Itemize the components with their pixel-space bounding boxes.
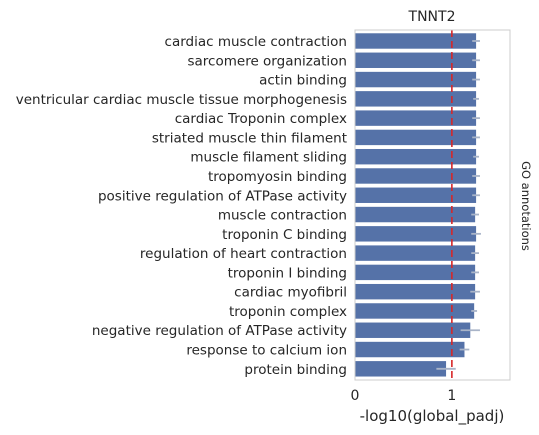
bar (355, 33, 477, 49)
bar (355, 206, 476, 223)
bar (355, 283, 476, 300)
category-label: cardiac myofibril (234, 285, 347, 301)
category-label: muscle filament sliding (190, 150, 347, 166)
bar (355, 71, 477, 88)
category-label: sarcomere organization (188, 53, 348, 69)
category-label: troponin I binding (228, 265, 347, 281)
bar (355, 91, 477, 107)
x-tick-label: 0 (351, 388, 360, 404)
category-label: response to calcium ion (186, 343, 347, 359)
bars-group (355, 33, 477, 377)
error-bars-group (436, 40, 481, 370)
plot-frame (354, 29, 511, 381)
bar (355, 129, 477, 146)
bar (355, 341, 465, 358)
category-labels: cardiac muscle contraction sarcomere orga… (16, 34, 347, 378)
category-label: protein binding (244, 362, 347, 378)
x-axis-label: -log10(global_padj) (360, 407, 505, 426)
bar (355, 148, 477, 165)
chart-title: TNNT2 (408, 9, 456, 25)
category-label: muscle contraction (218, 208, 347, 224)
bar (355, 361, 447, 377)
bar (355, 168, 477, 184)
category-label: regulation of heart contraction (140, 246, 347, 262)
category-label: troponin C binding (222, 227, 347, 243)
category-label: cardiac muscle contraction (165, 34, 347, 50)
bar (355, 187, 477, 203)
bar (355, 52, 477, 68)
y-axis-label-right: GO annotations (519, 161, 533, 251)
bar (355, 322, 471, 338)
category-label: negative regulation of ATPase activity (92, 323, 347, 339)
category-label: troponin complex (229, 304, 347, 320)
bar (355, 264, 476, 281)
x-tick-label: 1 (447, 388, 456, 404)
category-label: positive regulation of ATPase activity (98, 188, 347, 204)
category-label: striated muscle thin filament (152, 130, 347, 146)
bar (355, 245, 476, 261)
category-label: ventricular cardiac muscle tissue morpho… (16, 92, 347, 108)
category-label: actin binding (259, 73, 347, 89)
category-label: cardiac Troponin complex (175, 111, 347, 127)
bar (355, 303, 475, 319)
bar (355, 110, 477, 126)
category-label: tropomyosin binding (208, 169, 347, 185)
bar (355, 226, 477, 242)
